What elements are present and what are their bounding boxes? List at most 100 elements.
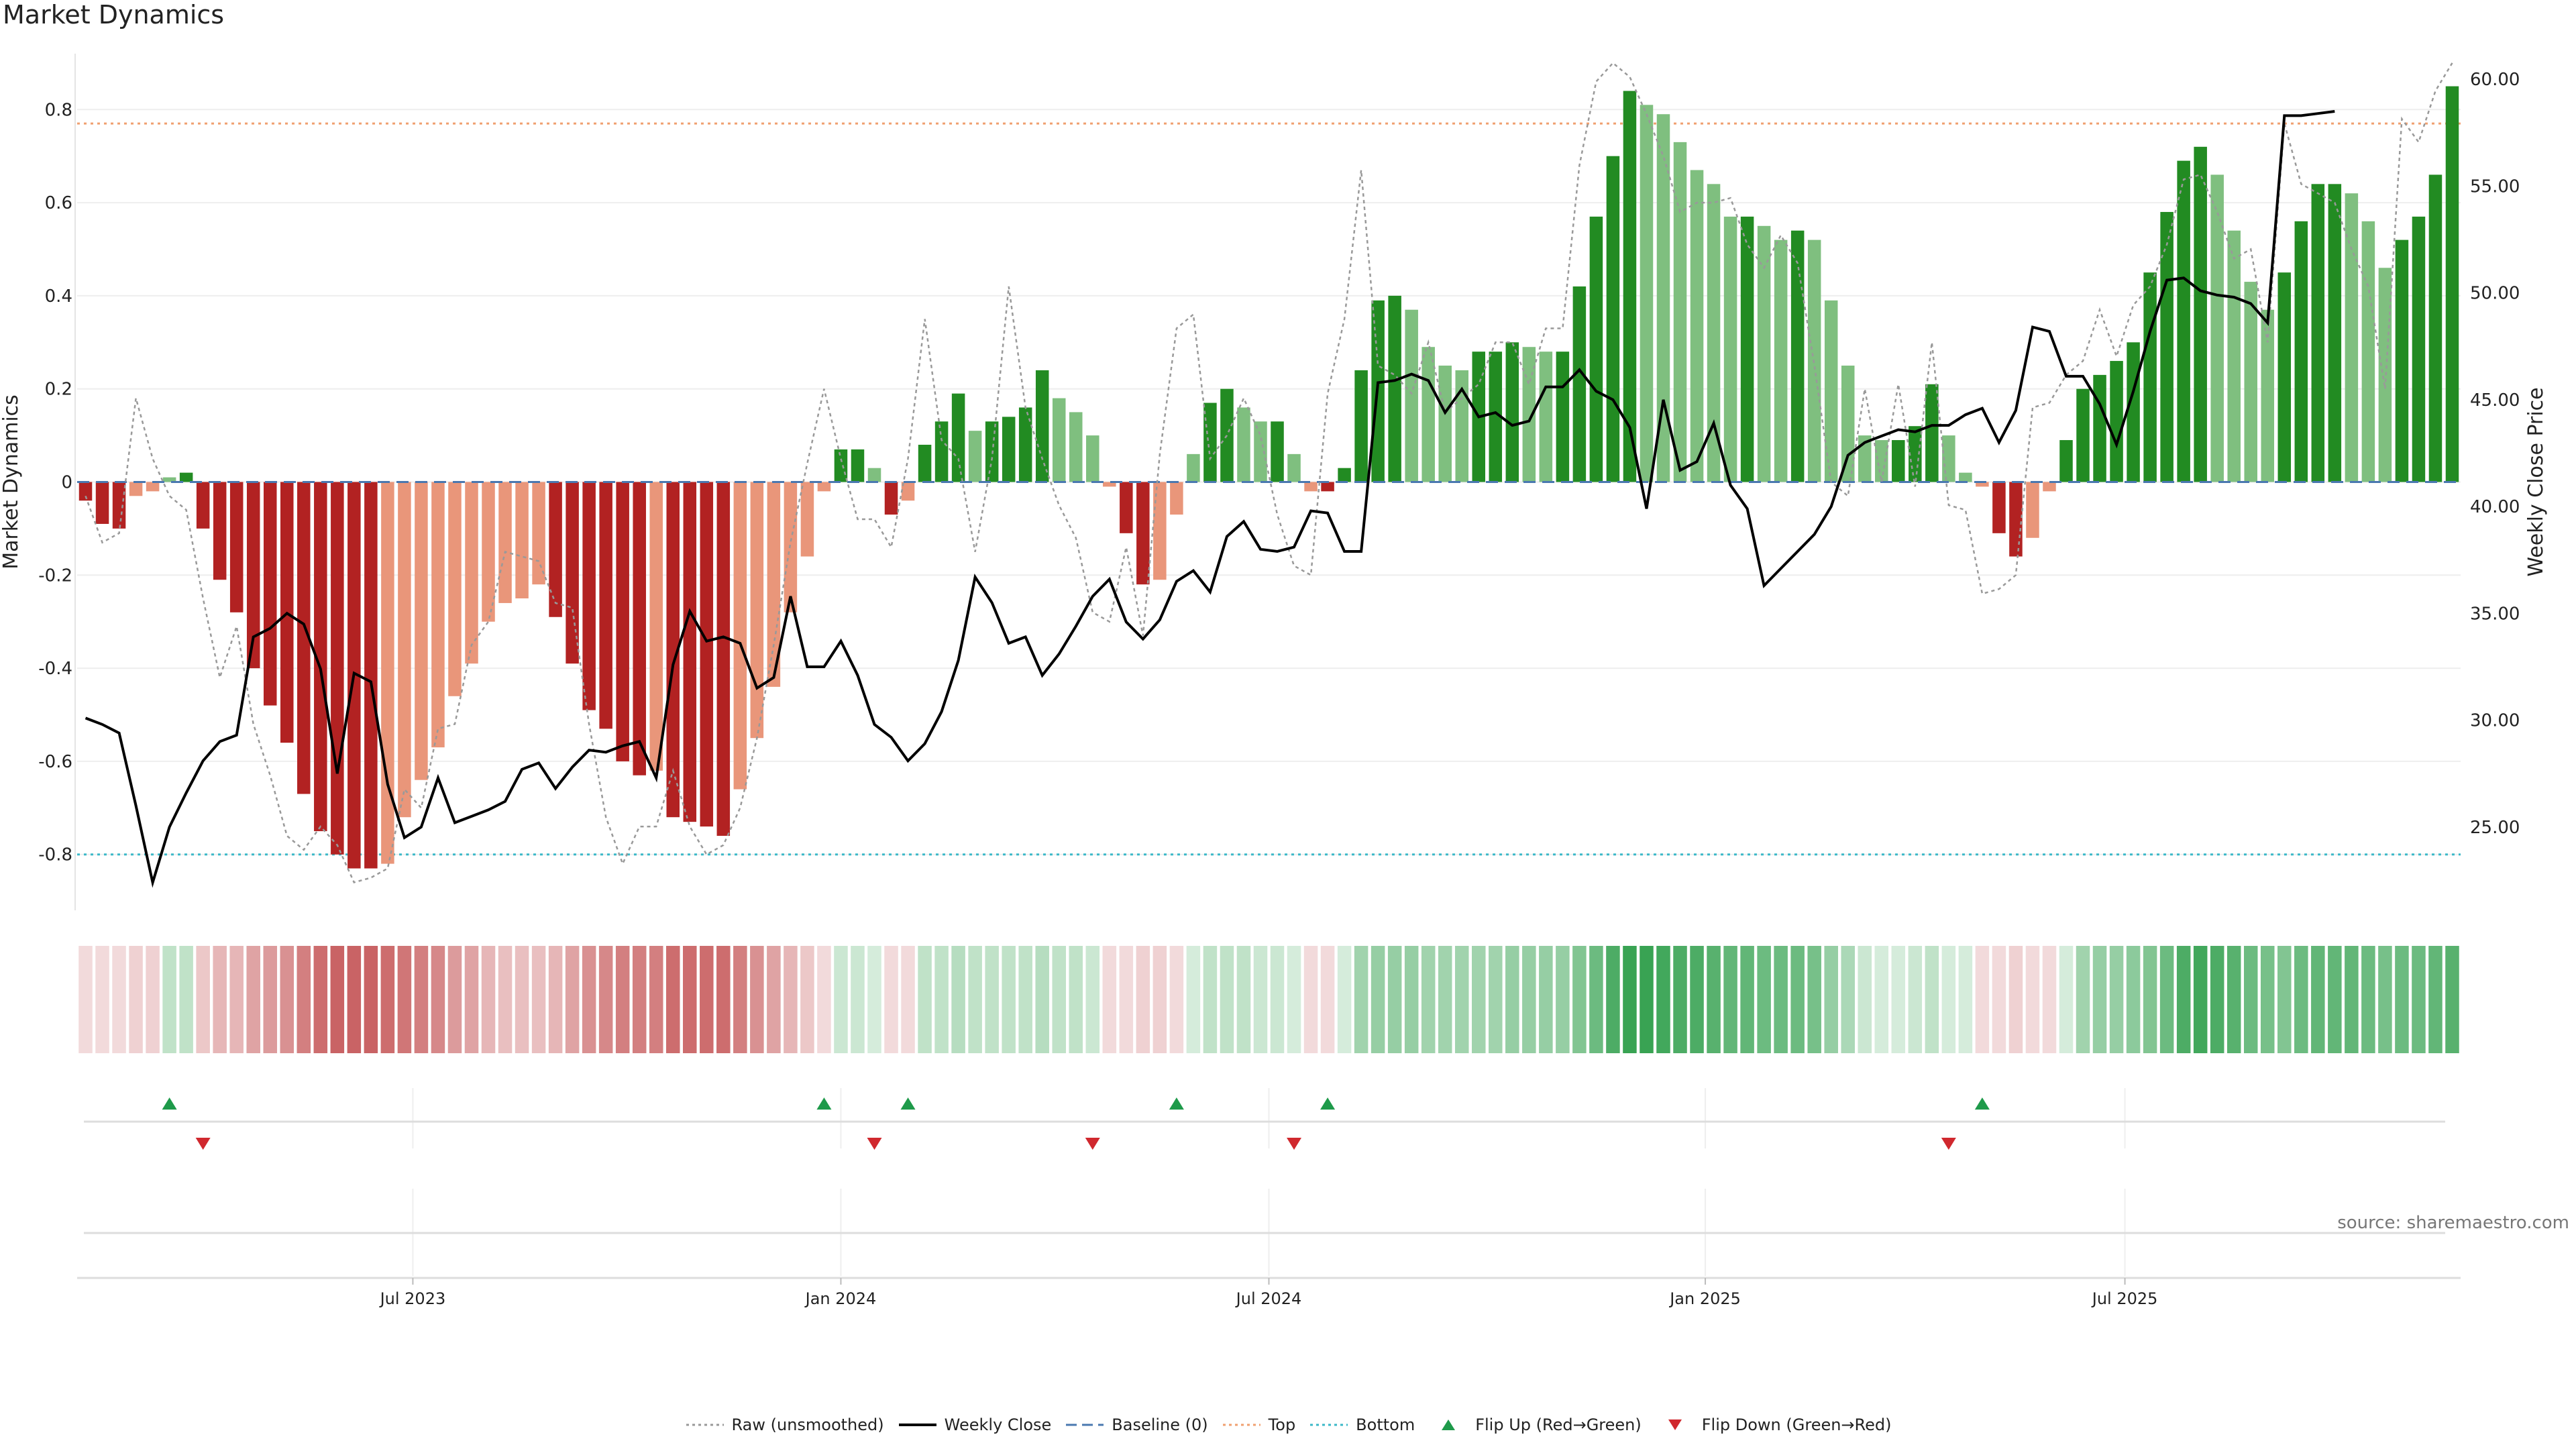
strength-cell (1640, 946, 1654, 1053)
strength-cell (1824, 946, 1838, 1053)
strength-cell (2395, 946, 2409, 1053)
strength-cell (330, 946, 345, 1053)
dynamics-bar (465, 482, 478, 664)
dynamics-bar (1153, 482, 1167, 580)
legend-swatch-top (1222, 1424, 1260, 1426)
dynamics-bar (1774, 239, 1788, 482)
strength-cell (565, 946, 580, 1053)
strength-cell (1018, 946, 1032, 1053)
dynamics-bar (297, 482, 311, 794)
dynamics-bar (934, 421, 949, 482)
strength-cell (2428, 946, 2443, 1053)
strength-cell (1489, 946, 1503, 1053)
dynamics-bar (1120, 482, 1133, 533)
legend-item-flip_down: Flip Down (Green→Red) (1655, 1415, 1892, 1434)
dynamics-bar (2210, 174, 2224, 482)
dynamics-bar (2076, 388, 2090, 482)
strength-cell (784, 946, 798, 1053)
dynamics-bar (2059, 440, 2073, 482)
strength-cell (196, 946, 210, 1053)
flip-up-marker (900, 1097, 916, 1110)
y-tick-label: -0.2 (38, 566, 72, 586)
dynamics-bar (1640, 105, 1654, 482)
dynamics-bar (666, 482, 680, 818)
y-axis-label: Market Dynamics (0, 394, 23, 570)
dynamics-bar (968, 431, 982, 482)
strength-cell (2176, 946, 2191, 1053)
dynamics-bar (2244, 282, 2257, 482)
y2-tick-label: 60.00 (2470, 70, 2520, 90)
strength-cell (1371, 946, 1385, 1053)
dynamics-bar (2009, 482, 2023, 557)
strength-cell (2260, 946, 2275, 1053)
dynamics-bar (1254, 421, 1267, 482)
dynamics-bar (834, 449, 848, 482)
strength-cell (213, 946, 227, 1053)
dynamics-bar (1925, 384, 1939, 482)
flip-up-marker (162, 1097, 177, 1110)
strength-cell (2025, 946, 2040, 1053)
strength-cell (431, 946, 445, 1053)
strength-cell (1303, 946, 1318, 1053)
legend-label: Top (1268, 1415, 1296, 1434)
dynamics-bar (2445, 86, 2459, 482)
legend-swatch-baseline (1066, 1424, 1104, 1426)
strength-cell (1203, 946, 1218, 1053)
dynamics-bar (649, 482, 663, 771)
dynamics-bar (1287, 453, 1301, 482)
x-tick-label: Jul 2024 (1235, 1289, 1302, 1308)
strength-cell (531, 946, 546, 1053)
dynamics-bar (1421, 347, 1435, 482)
dynamics-bar (817, 482, 831, 492)
strength-cell (78, 946, 93, 1053)
strength-cell (515, 946, 529, 1053)
dynamics-bar (884, 482, 898, 515)
strength-cell (498, 946, 513, 1053)
dynamics-bar (700, 482, 714, 827)
strength-cell (1841, 946, 1855, 1053)
dynamics-bar (2328, 184, 2342, 482)
strength-cell (1992, 946, 2006, 1053)
dynamics-bar (2160, 211, 2174, 482)
legend-label: Bottom (1356, 1415, 1415, 1434)
strength-cell (1119, 946, 1134, 1053)
strength-cell (1589, 946, 1603, 1053)
dynamics-bar (1875, 440, 1888, 482)
dynamics-bar (112, 482, 126, 529)
dynamics-bar (146, 482, 160, 492)
dynamics-bar (431, 482, 445, 748)
strength-cell (347, 946, 362, 1053)
strength-cell (649, 946, 663, 1053)
strength-cell (2143, 946, 2157, 1053)
strength-cell (2311, 946, 2325, 1053)
strength-cell (1572, 946, 1587, 1053)
dynamics-bar (2294, 221, 2308, 482)
y2-tick-label: 55.00 (2470, 176, 2520, 197)
dynamics-bar (566, 482, 579, 664)
strength-cell (918, 946, 932, 1053)
dynamics-bar (2177, 160, 2190, 482)
strength-cell (313, 946, 328, 1053)
strength-cell (2294, 946, 2308, 1053)
dynamics-bar (1002, 417, 1016, 482)
strength-cell (280, 946, 294, 1053)
dynamics-bar (2194, 146, 2207, 482)
strength-cell (985, 946, 999, 1053)
legend-item-bottom: Bottom (1309, 1415, 1415, 1434)
strength-cell (2277, 946, 2292, 1053)
strength-cell (1874, 946, 1889, 1053)
strength-cell (1958, 946, 1973, 1053)
strength-cell (1152, 946, 1167, 1053)
dynamics-bar (1052, 398, 1066, 482)
dynamics-bar (415, 482, 428, 780)
legend-label: Raw (unsmoothed) (731, 1415, 884, 1434)
dynamics-bar (1136, 482, 1150, 585)
dynamics-bar (1992, 482, 2006, 533)
dynamics-bar (2277, 272, 2292, 482)
dynamics-bar (1959, 472, 1972, 482)
dynamics-bar (2361, 221, 2375, 482)
dynamics-bar (800, 482, 814, 557)
strength-cell (1136, 946, 1150, 1053)
strength-cell (2328, 946, 2342, 1053)
